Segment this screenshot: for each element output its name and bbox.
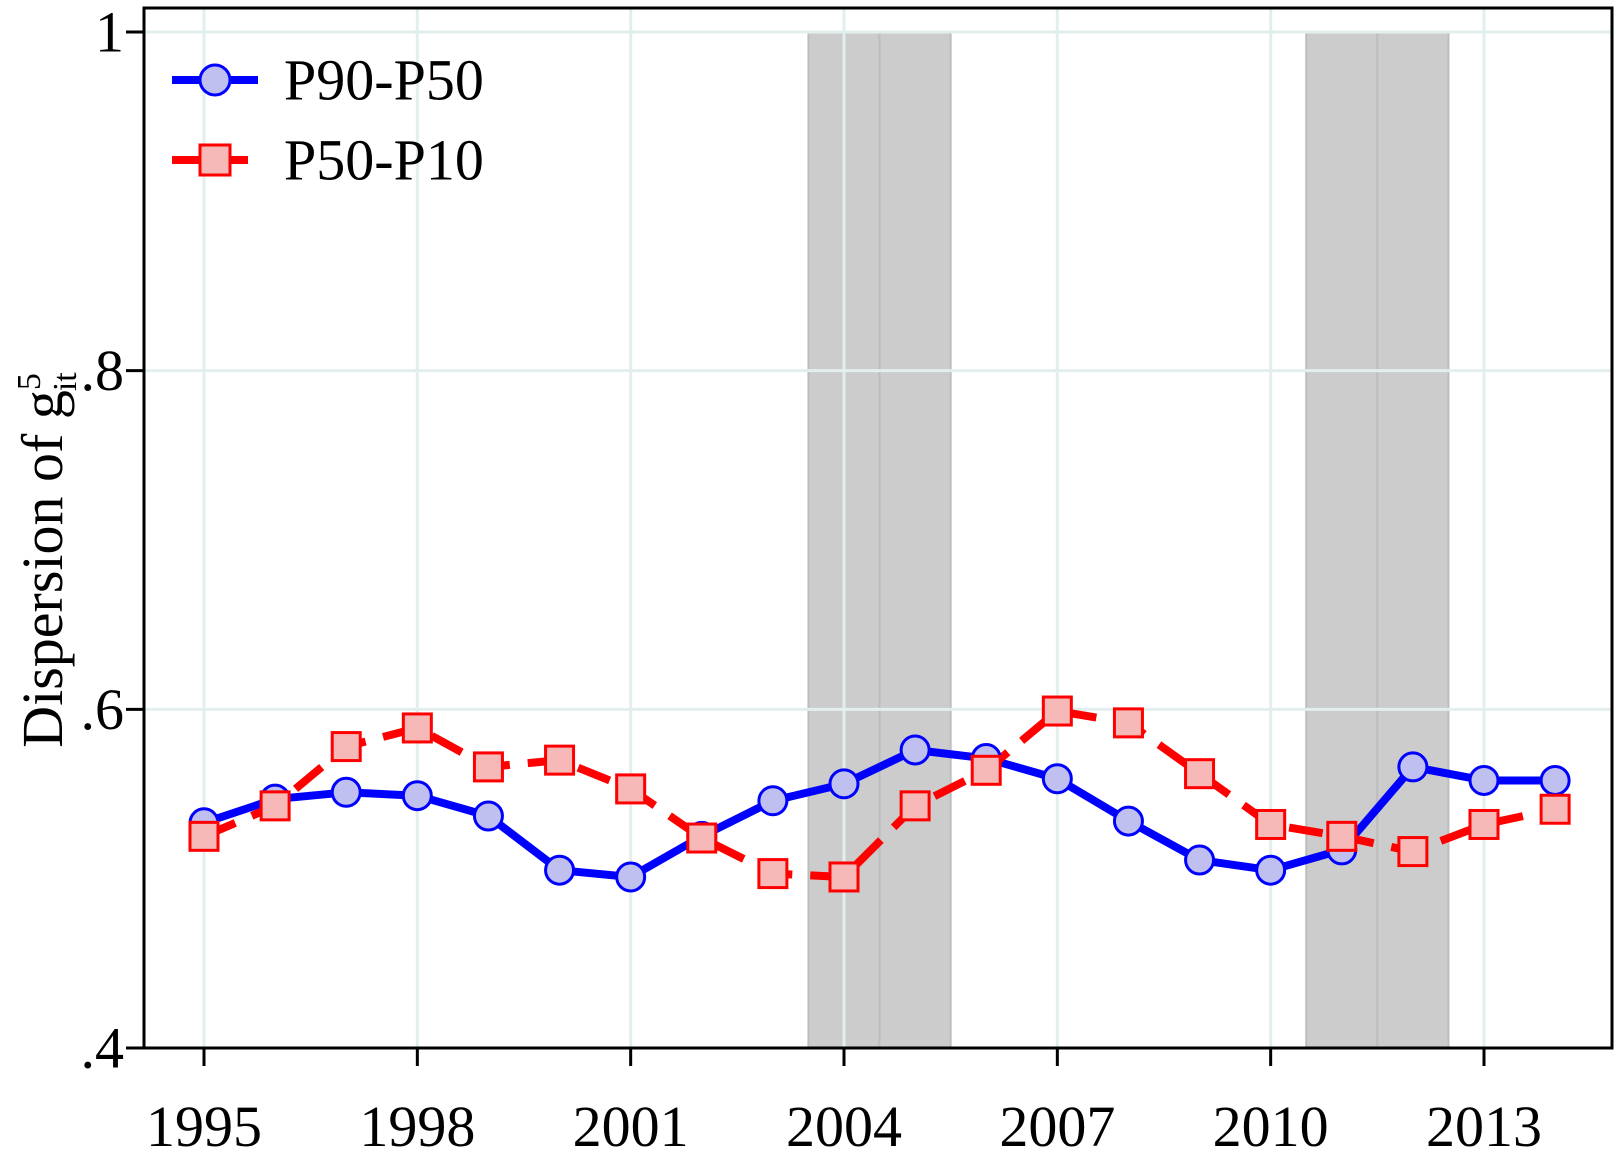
x-tick-label-2007: 2007 — [999, 1094, 1115, 1159]
x-tick-label-1995: 1995 — [146, 1094, 262, 1159]
legend-marker-P50-P10 — [198, 143, 232, 177]
marker-P50-P10-2005 — [899, 790, 931, 822]
y-tick-label-1: 1 — [95, 0, 124, 65]
marker-P50-P10-2013 — [1468, 808, 1500, 840]
y-tick-label-.8: .8 — [81, 338, 125, 403]
x-tick-label-2001: 2001 — [573, 1094, 689, 1159]
marker-P50-P10-2004 — [828, 861, 860, 893]
marker-P50-P10-2011 — [1326, 820, 1358, 852]
marker-P90-P50-1998 — [401, 780, 433, 812]
y-axis-title: Dispersion of g5it — [10, 372, 84, 748]
marker-P90-P50-2014 — [1539, 764, 1571, 796]
marker-P50-P10-1999 — [472, 751, 504, 783]
x-tick-label-2013: 2013 — [1426, 1094, 1542, 1159]
marker-P90-P50-2008 — [1112, 805, 1144, 837]
marker-P50-P10-2007 — [1041, 695, 1073, 727]
marker-P50-P10-1997 — [330, 731, 362, 763]
y-tick-label-.4: .4 — [81, 1016, 125, 1081]
marker-P50-P10-2010 — [1255, 808, 1287, 840]
shaded-period-4 — [1376, 31, 1450, 1049]
series-line-P50-P10 — [202, 707, 1556, 881]
legend-label-P90-P50: P90-P50 — [284, 48, 484, 113]
tick-labels: 1995 1998 2001 2004 2007 2010 2013 .4 .6 .8 1 — [81, 0, 1543, 1159]
marker-P50-P10-2000 — [544, 744, 576, 776]
marker-P90-P50-2009 — [1184, 844, 1216, 876]
legend-marker-P90-P50 — [198, 63, 232, 97]
marker-P50-P10-2012 — [1397, 836, 1429, 868]
shaded-periods — [807, 31, 1450, 1049]
marker-P90-P50-2000 — [544, 854, 576, 886]
marker-P90-P50-2001 — [615, 861, 647, 893]
marker-P50-P10-1995 — [188, 820, 220, 852]
shaded-period-3 — [1305, 31, 1379, 1049]
y-axis-title-base: Dispersion of g — [10, 390, 75, 748]
y-axis-title-superscript: 5 — [11, 373, 48, 390]
shaded-period-2 — [878, 31, 952, 1049]
marker-P90-P50-2007 — [1041, 763, 1073, 795]
marker-P50-P10-1996 — [259, 790, 291, 822]
marker-P90-P50-2013 — [1468, 764, 1500, 796]
marker-P90-P50-2004 — [828, 768, 860, 800]
y-axis-title-subscript: it — [47, 372, 84, 391]
legend: P90-P50 P50-P10 — [172, 48, 484, 193]
marker-P50-P10-2003 — [757, 858, 789, 890]
x-tick-label-1998: 1998 — [359, 1094, 475, 1159]
marker-P90-P50-1997 — [330, 776, 362, 808]
marker-P50-P10-2001 — [615, 773, 647, 805]
marker-P50-P10-2014 — [1539, 793, 1571, 825]
y-tick-label-.6: .6 — [81, 677, 125, 742]
marker-P50-P10-2009 — [1184, 758, 1216, 790]
marker-P50-P10-2002 — [686, 822, 718, 854]
axis-ticks — [126, 30, 1486, 1066]
series-markers — [188, 695, 1571, 893]
marker-P90-P50-2005 — [899, 734, 931, 766]
marker-P50-P10-2008 — [1112, 707, 1144, 739]
legend-label-P50-P10: P50-P10 — [284, 128, 484, 193]
plot-frame — [142, 6, 1614, 1050]
x-tick-label-2010: 2010 — [1213, 1094, 1329, 1159]
marker-P90-P50-2003 — [757, 785, 789, 817]
marker-P50-P10-1998 — [401, 712, 433, 744]
marker-P90-P50-2012 — [1397, 751, 1429, 783]
marker-P90-P50-2010 — [1255, 854, 1287, 886]
x-tick-label-2004: 2004 — [786, 1094, 902, 1159]
marker-P50-P10-2006 — [970, 754, 1002, 786]
marker-P90-P50-1999 — [472, 800, 504, 832]
